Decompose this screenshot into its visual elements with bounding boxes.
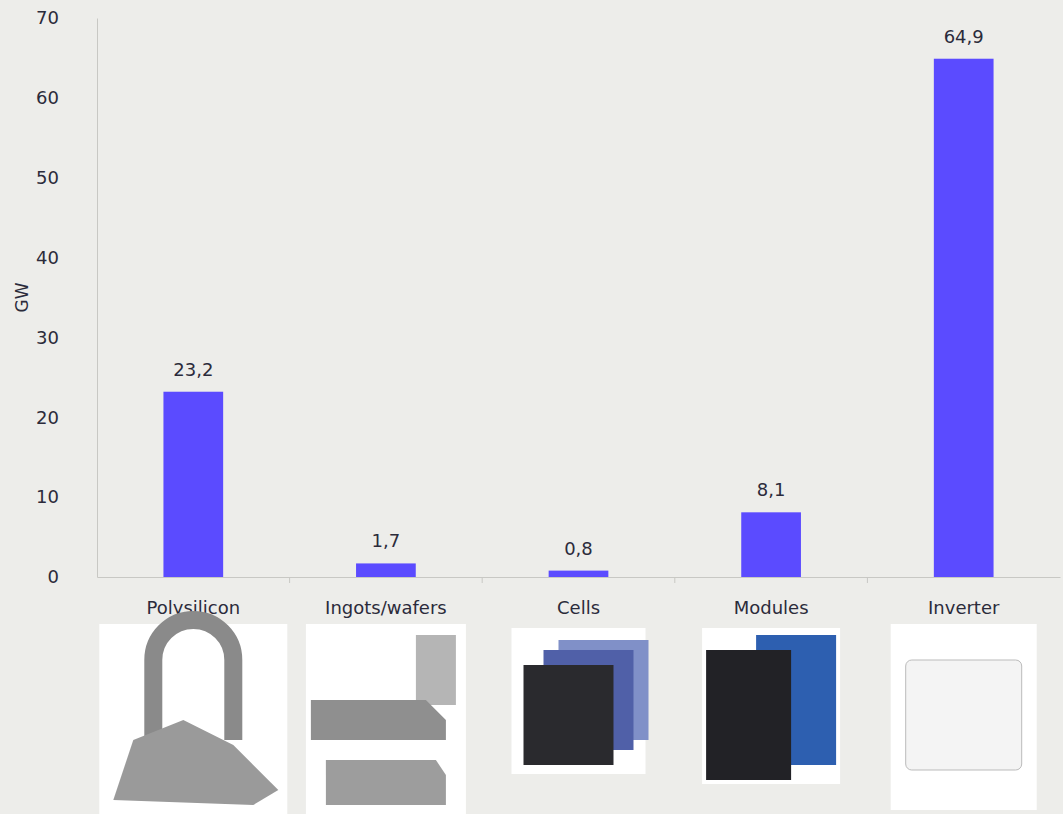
- illustration: [512, 628, 649, 774]
- x-tick-label: Cells: [557, 597, 600, 618]
- y-tick-label: 40: [36, 247, 59, 268]
- y-tick-label: 50: [36, 167, 59, 188]
- x-tick-label: Inverter: [928, 597, 1000, 618]
- separator: [289, 577, 290, 583]
- illustration-bg: [891, 624, 1037, 810]
- illustration: [702, 628, 840, 784]
- icon-shape: [113, 720, 278, 805]
- bar: [741, 512, 801, 577]
- icon-shape: [706, 650, 791, 780]
- x-tick-label: Ingots/wafers: [325, 597, 447, 618]
- y-tick: 50: [36, 167, 97, 188]
- bar: [163, 392, 223, 577]
- bars: [163, 59, 993, 577]
- data-label: 1,7: [372, 530, 401, 551]
- data-label: 23,2: [173, 359, 213, 380]
- y-tick: 60: [36, 87, 97, 108]
- separator: [674, 577, 675, 583]
- x-tick: Cells: [557, 577, 600, 618]
- illustration: [891, 624, 1037, 810]
- y-axis-title: GW: [12, 282, 32, 312]
- x-tick-label: Modules: [734, 597, 809, 618]
- chart: 010203040506070PolysiliconIngots/wafersC…: [0, 0, 1063, 814]
- y-tick-label: 30: [36, 327, 59, 348]
- illustrations: [99, 620, 1036, 814]
- illustration-bg: [99, 624, 287, 814]
- data-label: 64,9: [944, 26, 984, 47]
- illustration: [99, 620, 287, 814]
- x-axis-line: [98, 577, 1061, 578]
- data-label: 0,8: [564, 538, 593, 559]
- icon-shape: [326, 760, 446, 805]
- data-labels: 23,2 1,7 0,8 8,1 64,9: [173, 26, 983, 559]
- bar: [356, 563, 416, 577]
- illustration-bg: [702, 628, 840, 784]
- y-tick-label: 10: [36, 486, 59, 507]
- x-tick: Modules: [734, 577, 809, 618]
- y-tick-label: 70: [36, 7, 59, 28]
- icon-shape: [416, 635, 456, 705]
- x-axis: PolysiliconIngots/wafersCellsModulesInve…: [98, 577, 1061, 618]
- y-tick: 10: [36, 486, 97, 507]
- plot: 010203040506070PolysiliconIngots/wafersC…: [36, 7, 1060, 618]
- y-tick-label: 0: [48, 566, 59, 587]
- data-label: 8,1: [757, 479, 786, 500]
- x-tick: Inverter: [928, 577, 1000, 618]
- y-tick-label: 60: [36, 87, 59, 108]
- y-tick: 70: [36, 7, 97, 28]
- y-tick: 40: [36, 247, 97, 268]
- x-tick: Ingots/wafers: [325, 577, 447, 618]
- y-axis-line: [97, 19, 98, 578]
- icon-shape: [311, 700, 446, 740]
- icon-shape: [524, 665, 614, 765]
- illustration-bg: [306, 624, 466, 814]
- bar: [549, 571, 609, 577]
- y-tick-label: 20: [36, 407, 59, 428]
- icon-shape: [906, 660, 1022, 770]
- y-tick: 20: [36, 407, 97, 428]
- y-tick: 0: [48, 566, 97, 587]
- y-axis: 0 10 20 30 40 50 60 70: [36, 7, 97, 587]
- separator: [867, 577, 868, 583]
- y-tick: 30: [36, 327, 97, 348]
- separator: [482, 577, 483, 583]
- bar: [934, 59, 994, 577]
- illustration: [306, 624, 466, 814]
